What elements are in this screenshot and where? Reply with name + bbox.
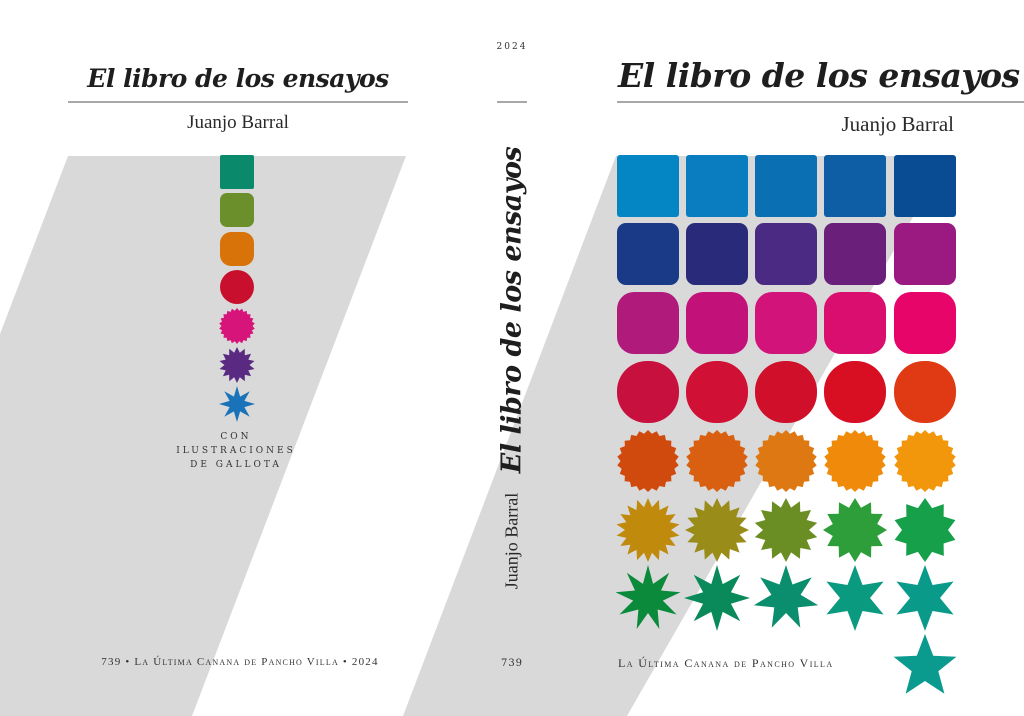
back-cover-rule	[68, 101, 408, 103]
front-shape-r1-c2	[686, 155, 748, 217]
front-shape-r1-c4	[824, 155, 886, 217]
front-shape-r6-c1	[616, 498, 680, 562]
spine-number: 739	[500, 658, 524, 669]
front-shape-r2-c4	[824, 223, 886, 285]
front-shape-r1-c1	[617, 155, 679, 217]
spine-author: Juanjo Barral	[501, 492, 522, 590]
front-shape-r2-c2	[686, 223, 748, 285]
illustration-credit-line-3: DE GALLOTA	[190, 460, 282, 470]
front-shape-r8-c5	[893, 634, 957, 694]
front-shape-r5-c3	[755, 430, 817, 492]
front-cover-rule	[617, 101, 1024, 103]
back-shape-burst	[219, 347, 255, 383]
front-shape-r4-c1	[617, 361, 679, 423]
front-shape-r1-c3	[755, 155, 817, 217]
front-cover-footer: La Última Canana de Pancho Villa	[618, 656, 834, 670]
front-shape-r5-c1	[617, 430, 679, 492]
front-shape-r3-c1	[617, 292, 679, 354]
spine-year: 2024	[496, 42, 528, 52]
front-shape-r6-c3	[754, 498, 818, 562]
front-shape-r2-c3	[755, 223, 817, 285]
front-shape-r2-c5	[894, 223, 956, 285]
front-shape-r1-c5	[894, 155, 956, 217]
front-diagonal-band	[403, 156, 948, 716]
back-shape-square	[220, 155, 254, 189]
back-cover-author: Juanjo Barral	[187, 112, 289, 133]
front-shape-r4-c3	[755, 361, 817, 423]
front-shape-r3-c5	[894, 292, 956, 354]
front-shape-r3-c3	[755, 292, 817, 354]
back-diagonal-band	[0, 156, 406, 716]
front-shape-r5-c5	[894, 430, 956, 492]
front-shape-r7-c1	[615, 565, 681, 629]
front-shape-r4-c5	[894, 361, 956, 423]
front-cover-title: El libro de los ensayos	[618, 56, 1020, 95]
illustration-credit-line-1: CON	[220, 432, 252, 442]
front-shape-r3-c4	[824, 292, 886, 354]
back-shape-scalloped	[219, 308, 255, 344]
front-shape-r4-c4	[824, 361, 886, 423]
front-shape-r6-c4	[823, 498, 887, 562]
illustration-credit-line-2: ILUSTRACIONES	[176, 446, 296, 456]
back-shape-star	[219, 386, 255, 422]
front-shape-r6-c5	[894, 498, 956, 562]
spine-title: El libro de los ensayos	[496, 146, 528, 474]
back-cover-title: El libro de los ensayos	[87, 64, 389, 93]
back-cover-footer: 739 • La Última Canana de Pancho Villa •…	[101, 656, 379, 668]
front-shape-r2-c1	[617, 223, 679, 285]
front-cover-author: Juanjo Barral	[841, 112, 954, 136]
back-shape-circle	[220, 270, 254, 304]
front-shape-r5-c2	[686, 430, 748, 492]
spine-rule	[497, 101, 527, 103]
back-shape-squircle	[220, 232, 254, 266]
front-shape-r7-c2	[684, 565, 750, 631]
front-shape-r6-c2	[685, 498, 749, 562]
front-shape-r7-c3	[753, 565, 819, 628]
back-shape-rounded-square	[220, 193, 254, 227]
front-shape-r7-c4	[826, 565, 884, 631]
front-shape-r5-c4	[824, 430, 886, 492]
front-shape-r3-c2	[686, 292, 748, 354]
front-shape-r4-c2	[686, 361, 748, 423]
front-shape-r7-c5	[896, 565, 954, 631]
